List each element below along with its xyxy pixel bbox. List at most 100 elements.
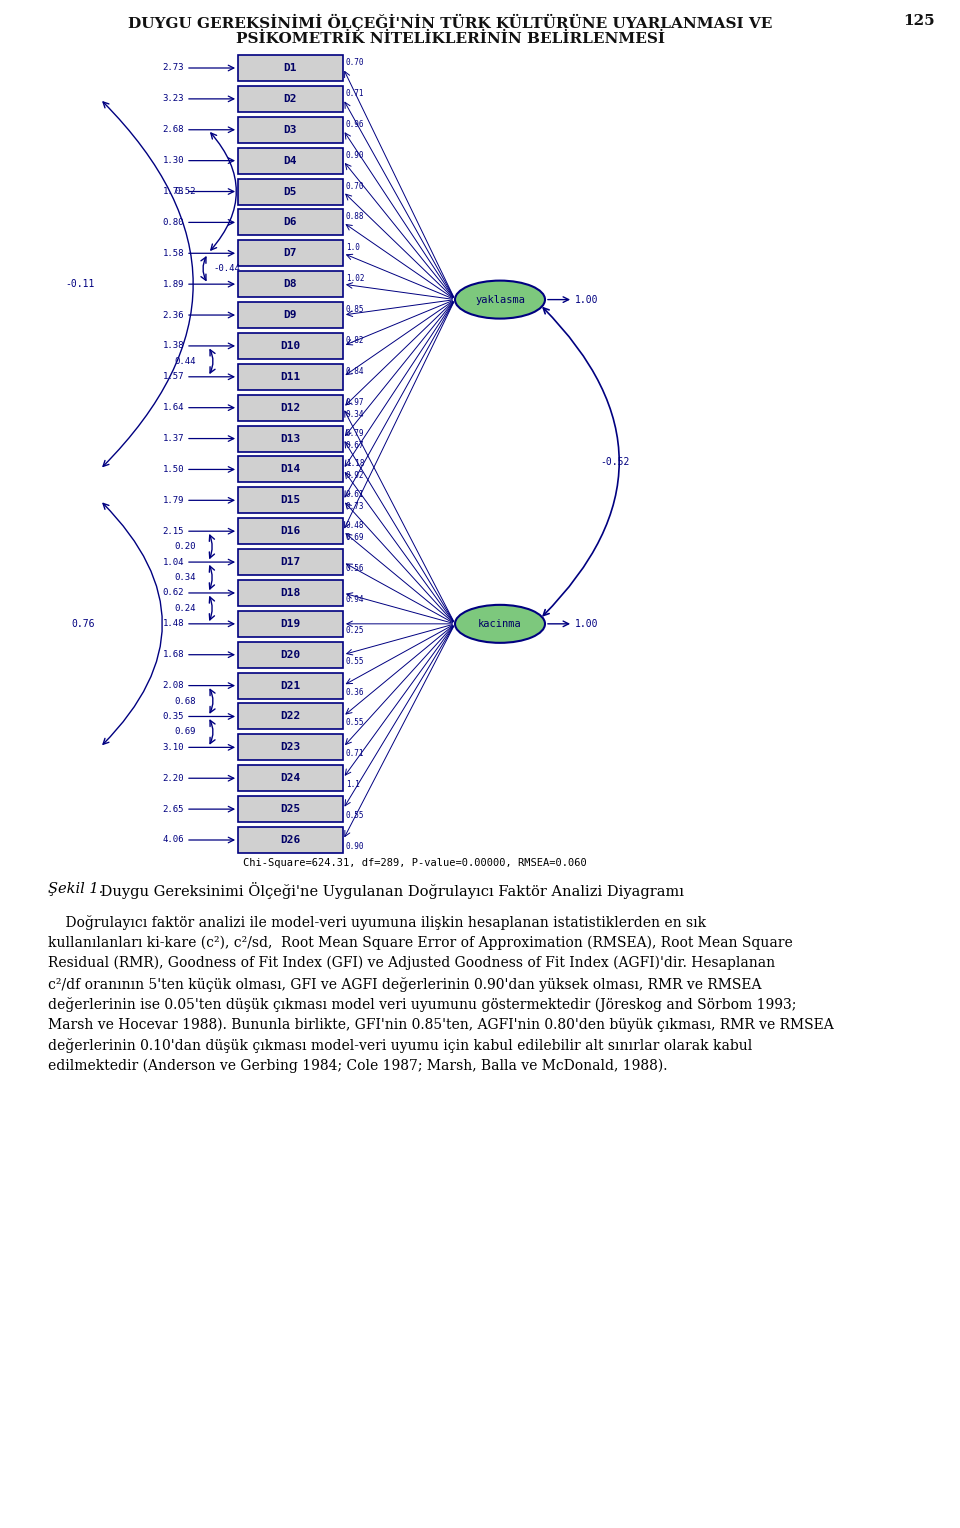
Text: 0.73: 0.73 [346,503,365,512]
Text: 0.62: 0.62 [162,588,184,597]
Text: 1.73: 1.73 [162,186,184,196]
Text: 0.94: 0.94 [346,594,365,604]
Text: Duygu Gereksinimi Ölçeği'ne Uygulanan Doğrulayıcı Faktör Analizi Diyagramı: Duygu Gereksinimi Ölçeği'ne Uygulanan Do… [96,882,684,898]
Text: 1.18: 1.18 [346,460,365,469]
Text: 0.71: 0.71 [346,749,365,758]
Text: 0.88: 0.88 [346,212,365,222]
Text: D3: D3 [284,125,298,134]
Text: D12: D12 [280,403,300,413]
Text: 0.84: 0.84 [346,367,365,376]
Text: değerlerinin 0.10'dan düşük çıkması model-veri uyumu için kabul edilebilir alt s: değerlerinin 0.10'dan düşük çıkması mode… [48,1038,753,1053]
Text: 0.79: 0.79 [346,428,365,437]
Text: D24: D24 [280,773,300,784]
Text: 0.69: 0.69 [346,533,365,542]
Text: D14: D14 [280,465,300,474]
Text: 0.90: 0.90 [346,151,365,159]
Text: kullanılanları ki-kare (c²), c²/sd,  Root Mean Square Error of Approximation (RM: kullanılanları ki-kare (c²), c²/sd, Root… [48,935,793,950]
Text: 1.48: 1.48 [162,619,184,628]
Text: D1: D1 [284,63,298,73]
FancyBboxPatch shape [238,426,343,452]
Text: D2: D2 [284,93,298,104]
Text: D10: D10 [280,341,300,351]
Text: 0.61: 0.61 [346,490,365,500]
FancyBboxPatch shape [238,549,343,575]
Text: D15: D15 [280,495,300,506]
Ellipse shape [455,605,545,643]
FancyBboxPatch shape [238,827,343,853]
FancyBboxPatch shape [238,209,343,235]
FancyBboxPatch shape [238,457,343,483]
Text: 2.65: 2.65 [162,805,184,813]
Text: D16: D16 [280,526,300,536]
Text: 3.23: 3.23 [162,95,184,104]
Text: Doğrulayıcı faktör analizi ile model-veri uyumuna ilişkin hesaplanan istatistikl: Doğrulayıcı faktör analizi ile model-ver… [48,915,707,931]
Text: yaklasma: yaklasma [475,295,525,304]
Text: Şekil 1.: Şekil 1. [48,882,104,895]
Text: 1.79: 1.79 [162,495,184,504]
Text: D9: D9 [284,310,298,319]
Text: 1.0: 1.0 [346,243,360,252]
Text: 0.55: 0.55 [346,718,365,727]
Text: 1.00: 1.00 [575,295,598,304]
FancyBboxPatch shape [238,303,343,329]
FancyBboxPatch shape [238,240,343,266]
FancyBboxPatch shape [238,364,343,390]
Text: 0.36: 0.36 [346,688,365,697]
Text: -0.52: -0.52 [600,457,630,466]
Text: D26: D26 [280,834,300,845]
Text: 0.69: 0.69 [175,727,196,736]
Text: D11: D11 [280,371,300,382]
Text: 0.35: 0.35 [162,712,184,721]
Text: 0.80: 0.80 [162,219,184,226]
Text: D7: D7 [284,248,298,258]
FancyBboxPatch shape [238,672,343,698]
Text: 2.08: 2.08 [162,681,184,691]
Text: kacinma: kacinma [478,619,522,630]
Text: 125: 125 [903,14,935,28]
FancyBboxPatch shape [238,766,343,792]
Text: 0.20: 0.20 [175,542,196,552]
FancyBboxPatch shape [238,642,343,668]
Text: D23: D23 [280,743,300,752]
Text: 0.55: 0.55 [346,657,365,666]
Text: 1.58: 1.58 [162,249,184,258]
FancyBboxPatch shape [238,703,343,729]
Text: 1.89: 1.89 [162,280,184,289]
Text: D25: D25 [280,804,300,814]
Text: 0.34: 0.34 [175,573,196,582]
Text: D20: D20 [280,649,300,660]
Text: 0.97: 0.97 [346,397,365,406]
Text: Residual (RMR), Goodness of Fit Index (GFI) ve Adjusted Goodness of Fit Index (A: Residual (RMR), Goodness of Fit Index (G… [48,957,775,970]
Text: 0.44: 0.44 [175,358,196,365]
Text: 0.67: 0.67 [346,440,365,449]
Text: -0.44: -0.44 [213,264,240,274]
Text: 2.36: 2.36 [162,310,184,319]
FancyBboxPatch shape [238,179,343,205]
Text: 3.10: 3.10 [162,743,184,752]
Text: 0.34: 0.34 [346,410,365,419]
Text: D4: D4 [284,156,298,165]
FancyBboxPatch shape [238,581,343,607]
FancyBboxPatch shape [238,487,343,513]
Text: 1.1: 1.1 [346,781,360,790]
Text: 1.64: 1.64 [162,403,184,413]
Text: edilmektedir (Anderson ve Gerbing 1984; Cole 1987; Marsh, Balla ve McDonald, 198: edilmektedir (Anderson ve Gerbing 1984; … [48,1059,667,1073]
Text: D21: D21 [280,680,300,691]
Text: 0.24: 0.24 [175,604,196,613]
Text: 1.50: 1.50 [162,465,184,474]
FancyBboxPatch shape [238,116,343,142]
Text: değerlerinin ise 0.05'ten düşük çıkması model veri uyumunu göstermektedir (Jöres: değerlerinin ise 0.05'ten düşük çıkması … [48,996,797,1012]
Text: 1.57: 1.57 [162,373,184,382]
FancyBboxPatch shape [238,333,343,359]
Text: D5: D5 [284,186,298,197]
Text: 0.48: 0.48 [346,521,365,530]
Text: 0.70: 0.70 [346,182,365,191]
FancyBboxPatch shape [238,55,343,81]
Text: 0.55: 0.55 [346,811,365,821]
Text: 0.85: 0.85 [346,306,365,315]
Text: 0.76: 0.76 [71,619,95,630]
FancyBboxPatch shape [238,518,343,544]
Text: D6: D6 [284,217,298,228]
Text: 0.71: 0.71 [346,89,365,98]
Text: 0.52: 0.52 [175,186,196,196]
